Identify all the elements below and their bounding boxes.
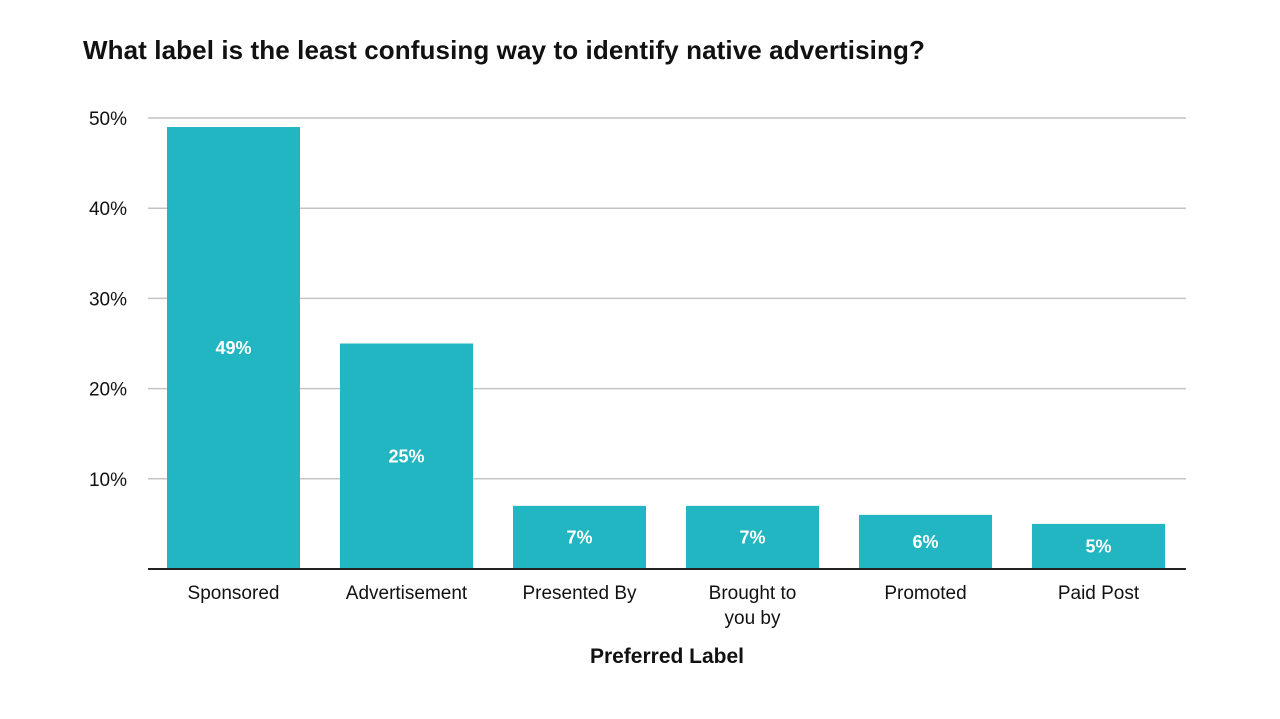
category-label: Advertisement [346, 583, 468, 604]
y-tick-label: 40% [89, 199, 127, 220]
category-label: Brought to you by [709, 583, 797, 629]
bars [167, 127, 1165, 570]
x-axis-title: Preferred Label [590, 645, 744, 668]
y-tick-label: 30% [89, 289, 127, 310]
chart-title: What label is the least confusing way to… [83, 35, 925, 65]
y-tick-label: 10% [89, 470, 127, 491]
data-label: 49% [215, 338, 251, 358]
y-tick-label: 50% [89, 109, 127, 130]
category-label-line: Presented By [522, 583, 637, 604]
category-label-line: Paid Post [1058, 583, 1140, 604]
bar-promoted [859, 514, 992, 569]
bar-brought-to-you-by [686, 505, 819, 569]
category-label: Sponsored [188, 583, 280, 604]
category-label-line: you by [725, 608, 781, 629]
data-labels: 49% 25% 7% 7% 6% 5% [215, 338, 1111, 556]
bar-presented-by [513, 505, 646, 569]
category-label-line: Advertisement [346, 583, 468, 604]
y-axis-ticks: 10% 20% 30% 40% 50% [89, 109, 127, 491]
bar-advertisement [340, 343, 473, 569]
gridlines [148, 117, 1186, 480]
category-label-line: Brought to [709, 583, 797, 604]
data-label: 5% [1085, 536, 1111, 556]
category-label: Paid Post [1058, 583, 1140, 604]
category-label: Presented By [522, 583, 637, 604]
data-label: 7% [566, 527, 592, 547]
category-label: Promoted [884, 583, 966, 604]
bar-paid-post [1032, 523, 1165, 569]
category-labels: Sponsored Advertisement Presented By Brough… [188, 583, 1140, 629]
data-label: 25% [388, 446, 424, 466]
data-label: 7% [739, 527, 765, 547]
data-label: 6% [912, 532, 938, 552]
category-label-line: Sponsored [188, 583, 280, 604]
bar-sponsored [167, 127, 300, 570]
category-label-line: Promoted [884, 583, 966, 604]
y-tick-label: 20% [89, 380, 127, 401]
